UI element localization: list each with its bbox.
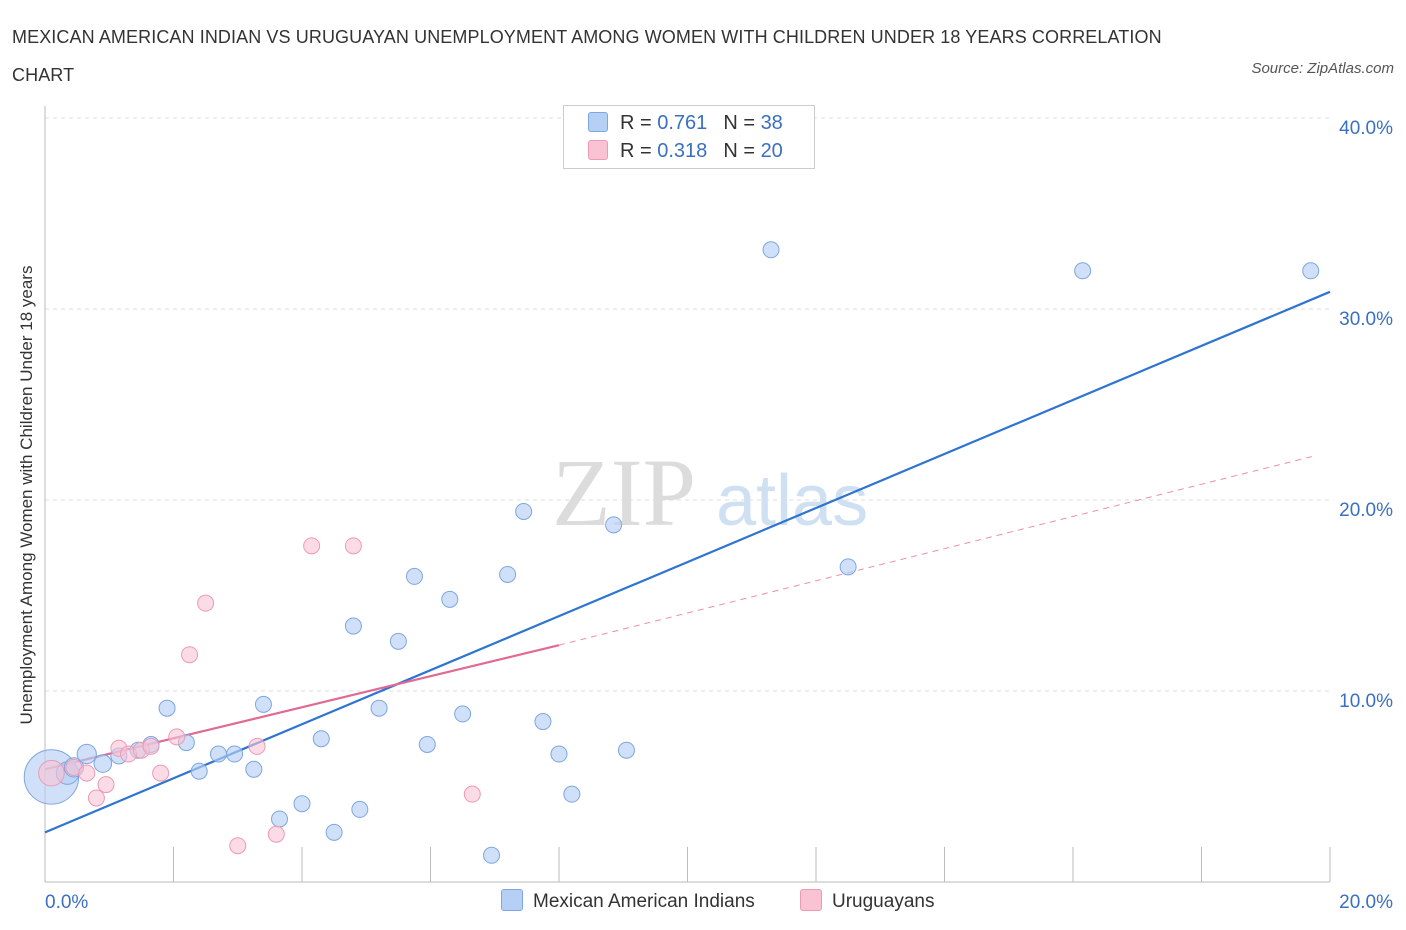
point-mexican-american-indians bbox=[254, 695, 272, 713]
y-tick-label: 20.0% bbox=[1339, 500, 1393, 521]
y-axis-label: Unemployment Among Women with Children U… bbox=[17, 265, 36, 725]
point-mexican-american-indians bbox=[351, 800, 369, 818]
point-mexican-american-indians bbox=[515, 502, 533, 520]
point-mexican-american-indians bbox=[441, 590, 459, 608]
legend-swatch-pink bbox=[588, 140, 608, 160]
point-mexican-american-indians bbox=[1302, 262, 1320, 280]
point-mexican-american-indians bbox=[76, 743, 97, 765]
legend-n-label: N = bbox=[723, 140, 755, 162]
point-uruguayans bbox=[168, 728, 186, 746]
point-mexican-american-indians bbox=[454, 705, 472, 723]
point-uruguayans bbox=[97, 776, 115, 794]
y-tick-label: 10.0% bbox=[1339, 691, 1393, 712]
point-mexican-american-indians bbox=[1074, 262, 1092, 280]
point-mexican-american-indians bbox=[389, 632, 407, 650]
point-uruguayans bbox=[152, 764, 170, 782]
gridlines bbox=[45, 117, 1330, 692]
point-mexican-american-indians bbox=[344, 617, 362, 635]
point-uruguayans bbox=[267, 825, 285, 843]
legend-n-label: N = bbox=[723, 112, 755, 134]
point-mexican-american-indians bbox=[190, 762, 208, 780]
legend-r-label: R = bbox=[620, 140, 652, 162]
point-mexican-american-indians bbox=[617, 741, 635, 759]
bottom-legend-label: Uruguayans bbox=[832, 891, 935, 912]
data-points bbox=[23, 241, 1320, 864]
bottom-legend-mexican-american-indians: Mexican American Indians bbox=[501, 889, 755, 913]
point-mexican-american-indians bbox=[325, 823, 343, 841]
legend-r-value: 0.318 bbox=[657, 140, 708, 162]
point-mexican-american-indians bbox=[93, 754, 113, 773]
point-mexican-american-indians bbox=[293, 795, 311, 813]
point-mexican-american-indians bbox=[762, 241, 780, 259]
legend-r-label: R = bbox=[620, 112, 652, 134]
legend-r-value: 0.761 bbox=[657, 112, 708, 134]
x-tick-label: 20.0% bbox=[1339, 892, 1393, 913]
bottom-legend-uruguayans: Uruguayans bbox=[800, 889, 934, 913]
point-mexican-american-indians bbox=[226, 745, 244, 763]
point-mexican-american-indians bbox=[370, 699, 388, 717]
bottom-legend-label: Mexican American Indians bbox=[533, 891, 755, 912]
point-mexican-american-indians bbox=[839, 558, 857, 576]
point-mexican-american-indians bbox=[209, 745, 227, 763]
chart-title: MEXICAN AMERICAN INDIAN VS URUGUAYAN UNE… bbox=[12, 27, 1162, 85]
legend-row-uruguayans: R = 0.318 N = 20 bbox=[588, 140, 783, 166]
point-uruguayans bbox=[248, 737, 266, 755]
point-mexican-american-indians bbox=[158, 699, 176, 717]
axes bbox=[44, 106, 1331, 883]
point-mexican-american-indians bbox=[534, 713, 552, 731]
tick-labels: 10.0% 20.0% 30.0% 40.0% 0.0% 20.0% bbox=[45, 118, 1393, 913]
point-mexican-american-indians bbox=[312, 730, 330, 748]
legend-row-mexican-american-indians: R = 0.761 N = 38 bbox=[588, 112, 783, 138]
point-mexican-american-indians bbox=[605, 516, 623, 534]
point-uruguayans bbox=[463, 785, 481, 803]
point-uruguayans bbox=[78, 764, 96, 782]
point-mexican-american-indians bbox=[271, 810, 289, 828]
bottom-legend-swatch-blue bbox=[501, 889, 523, 911]
point-mexican-american-indians bbox=[499, 565, 517, 583]
correlation-legend: R = 0.761 N = 38 R = 0.318 N = 20 bbox=[563, 105, 815, 169]
point-mexican-american-indians bbox=[405, 567, 423, 585]
point-mexican-american-indians bbox=[483, 846, 501, 864]
point-uruguayans bbox=[87, 789, 105, 807]
point-uruguayans bbox=[303, 537, 321, 555]
point-uruguayans bbox=[229, 837, 247, 855]
point-mexican-american-indians bbox=[418, 735, 436, 753]
watermark-atlas: atlas bbox=[716, 461, 868, 541]
watermark-zip: ZIP bbox=[552, 439, 696, 546]
point-uruguayans bbox=[181, 646, 199, 664]
point-uruguayans bbox=[142, 737, 160, 755]
point-mexican-american-indians bbox=[245, 760, 263, 778]
legend-swatch-blue bbox=[588, 112, 608, 132]
legend-n-value: 20 bbox=[760, 140, 783, 162]
source-label: Source: ZipAtlas.com bbox=[1251, 60, 1394, 77]
x-tick-label: 0.0% bbox=[45, 892, 88, 913]
point-mexican-american-indians bbox=[563, 785, 581, 803]
point-uruguayans bbox=[344, 537, 362, 555]
y-tick-label: 40.0% bbox=[1339, 118, 1393, 139]
point-mexican-american-indians bbox=[550, 745, 568, 763]
point-uruguayans bbox=[38, 759, 65, 787]
y-tick-label: 30.0% bbox=[1339, 309, 1393, 330]
point-uruguayans bbox=[197, 594, 215, 612]
legend-n-value: 38 bbox=[760, 112, 783, 134]
bottom-legend-swatch-pink bbox=[800, 889, 822, 911]
trend-extension-uruguayans bbox=[558, 455, 1315, 646]
